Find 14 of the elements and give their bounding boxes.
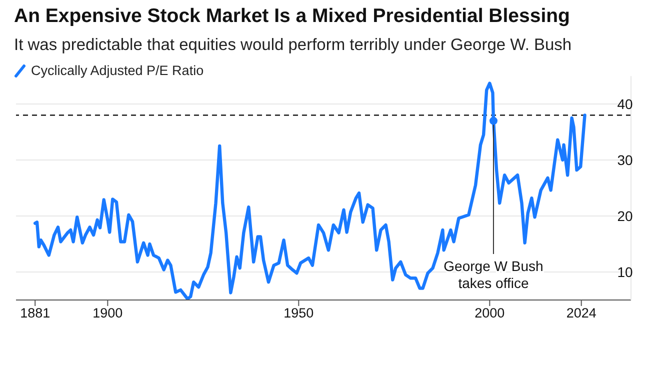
y-tick-label: 30 [617,152,633,168]
y-tick-label: 40 [617,96,633,112]
chart-title: An Expensive Stock Market Is a Mixed Presidential Blessing [14,5,570,28]
legend-label: Cyclically Adjusted P/E Ratio [31,63,204,78]
x-tick-label: 2000 [474,306,505,321]
x-tick-label: 2024 [566,306,597,321]
y-tick-label: 20 [617,208,633,224]
x-tick-label: 1950 [284,306,314,321]
y-tick-label: 10 [617,264,633,280]
annotation: George W Bush takes office [444,258,544,291]
chart-subtitle: It was predictable that equities would perform terribly under George W. Bush [14,36,572,55]
line-series [34,82,586,300]
x-tick-label: 1881 [20,306,50,321]
x-tick-label: 1900 [92,306,123,321]
